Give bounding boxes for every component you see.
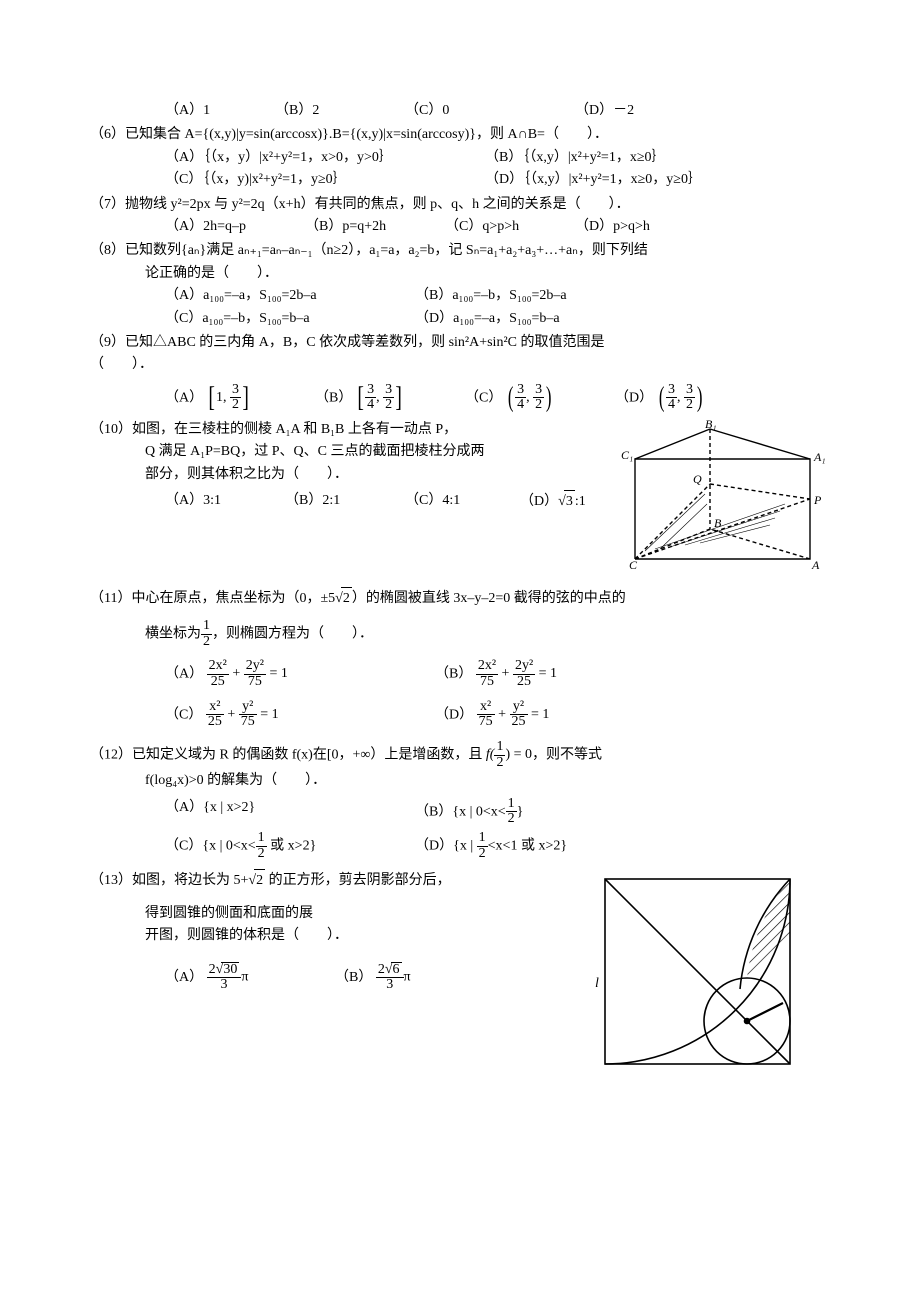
- q11-stem-b: 横坐标为12，则椭圆方程为（ ）．: [90, 619, 830, 649]
- svg-text:C: C: [629, 558, 638, 569]
- q12-opt-d: （D）{x | 12<x<1 或 x>2}: [415, 831, 567, 861]
- q12-opt-b: （B）{x | 0<x<12}: [415, 797, 523, 827]
- svg-text:l: l: [595, 976, 599, 991]
- q8-opt-d: （D）a₁₀₀=–a，S₁₀₀=b–a: [415, 308, 560, 330]
- q11-stem-a: （11）中心在原点，焦点坐标为（0，±5√2）的椭圆被直线 3x–y–2=0 截…: [90, 587, 830, 610]
- svg-text:A: A: [811, 558, 820, 569]
- prism-diagram-svg: B₁ C₁ A₁ Q P B C A: [615, 419, 830, 569]
- q11-opt-a: （A） 2x²25 + 2y²75 = 1: [165, 659, 435, 689]
- q5-opt-a: （A）1: [165, 100, 275, 122]
- q11: （11）中心在原点，焦点坐标为（0，±5√2）的椭圆被直线 3x–y–2=0 截…: [90, 587, 830, 730]
- q9-stem: （9）已知△ABC 的三内角 A，B，C 依次成等差数列，则 sin²A+sin…: [90, 332, 830, 354]
- q9-opt-a: （A） [1, 32]: [165, 383, 315, 413]
- cone-net-svg: l: [595, 869, 830, 1069]
- svg-text:A₁: A₁: [813, 450, 826, 464]
- q8-opt-b: （B）a₁₀₀=–b，S₁₀₀=2b–a: [415, 285, 567, 307]
- q6-opt-a: （A）｛（x，y）|x²+y²=1，x>0，y>0｝: [165, 147, 485, 169]
- svg-text:B₁: B₁: [705, 419, 717, 431]
- q13-opt-a: （A） 2√303π: [165, 962, 335, 993]
- q6-opt-c: （C）｛（x，y)|x²+y²=1，y≥0｝: [165, 169, 485, 191]
- q11-opt-c: （C） x²25 + y²75 = 1: [165, 700, 435, 730]
- q8-stem: （8）已知数列{aₙ}满足 aₙ₊₁=aₙ–aₙ₋₁（n≥2），a₁=a，a₂=…: [90, 240, 830, 262]
- q5-opt-c: （C）0: [405, 100, 575, 122]
- q8-opt-a: （A）a₁₀₀=–a，S₁₀₀=2b–a: [165, 285, 415, 307]
- q12-stem-a: （12）已知定义域为 R 的偶函数 f(x)在[0，+∞）上是增函数，且 f(1…: [90, 740, 830, 770]
- q11-opt-b: （B） 2x²75 + 2y²25 = 1: [435, 659, 557, 689]
- q13-opt-b: （B） 2√63π: [335, 962, 411, 993]
- q7-opt-d: （D）p>q>h: [575, 216, 650, 238]
- q12-opt-c: （C）{x | 0<x<12 或 x>2}: [165, 831, 415, 861]
- svg-text:B: B: [714, 516, 722, 530]
- q6-opt-b: （B）｛（x,y）|x²+y²=1，x≥0｝: [485, 147, 666, 169]
- q8: （8）已知数列{aₙ}满足 aₙ₊₁=aₙ–aₙ₋₁（n≥2），a₁=a，a₂=…: [90, 240, 830, 330]
- q9-stem-b: （ ）．: [90, 354, 830, 376]
- q9-opt-b: （B） [34, 32]: [315, 383, 465, 413]
- q12: （12）已知定义域为 R 的偶函数 f(x)在[0，+∞）上是增函数，且 f(1…: [90, 740, 830, 862]
- q9-opt-c: （C） (34, 32): [465, 383, 615, 413]
- q13-figure: l: [595, 869, 830, 1077]
- q7-opt-c: （C）q>p>h: [445, 216, 575, 238]
- q9: （9）已知△ABC 的三内角 A，B，C 依次成等差数列，则 sin²A+sin…: [90, 332, 830, 413]
- q12-opt-a: （A）{x | x>2}: [165, 797, 415, 827]
- svg-text:P: P: [813, 493, 822, 507]
- q8-opt-c: （C）a₁₀₀=–b，S₁₀₀=b–a: [165, 308, 415, 330]
- q11-opt-d: （D） x²75 + y²25 = 1: [435, 700, 549, 730]
- q6-stem: （6）已知集合 A={(x,y)|y=sin(arccosx)}.B={(x,y…: [90, 124, 830, 146]
- q10-opt-d: （D）√3:1: [520, 490, 586, 513]
- q6-opt-d: （D）｛（x,y）|x²+y²=1，x≥0，y≥0｝: [485, 169, 702, 191]
- q10-opt-b: （B）2:1: [285, 490, 405, 513]
- q9-opt-d: （D） (34, 32): [615, 383, 704, 413]
- q6: （6）已知集合 A={(x,y)|y=sin(arccosx)}.B={(x,y…: [90, 124, 830, 191]
- q10-figure: B₁ C₁ A₁ Q P B C A: [615, 419, 830, 577]
- q12-stem-b: f(log₄x)>0 的解集为（ ）．: [90, 770, 830, 792]
- q7: （7）抛物线 y²=2px 与 y²=2q（x+h）有共同的焦点，则 p、q、h…: [90, 194, 830, 239]
- q10: B₁ C₁ A₁ Q P B C A （10）如图，在三棱柱的侧棱 A₁A 和 …: [90, 419, 830, 577]
- q5-options: （A）1 （B）2 （C）0 （D）－2: [90, 100, 830, 122]
- q7-stem: （7）抛物线 y²=2px 与 y²=2q（x+h）有共同的焦点，则 p、q、h…: [90, 194, 830, 216]
- q7-opt-a: （A）2h=q–p: [165, 216, 305, 238]
- q8-stem-b: 论正确的是（ ）．: [90, 263, 830, 285]
- q10-opt-c: （C）4:1: [405, 490, 520, 513]
- q10-opt-a: （A）3:1: [165, 490, 285, 513]
- svg-text:C₁: C₁: [621, 448, 633, 462]
- svg-text:Q: Q: [693, 472, 702, 486]
- q5-opt-b: （B）2: [275, 100, 405, 122]
- q7-opt-b: （B）p=q+2h: [305, 216, 445, 238]
- q13: l （13）如图，将边长为 5+√2 的正方形，剪去阴影部分后， 得到圆锥的侧面…: [90, 869, 830, 1077]
- q5-opt-d: （D）－2: [575, 100, 634, 122]
